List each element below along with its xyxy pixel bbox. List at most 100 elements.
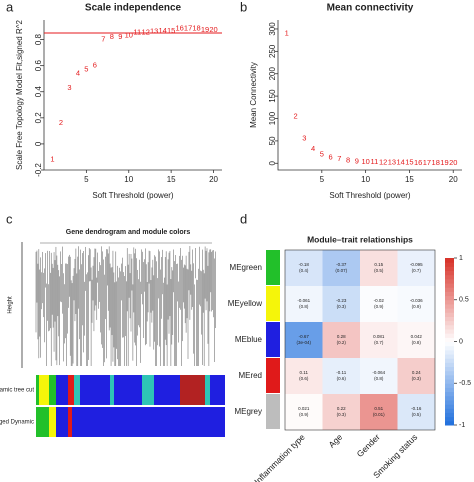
colorbar-step [445, 408, 454, 413]
chart-title: Gene dendrogram and module colors [66, 229, 191, 236]
y-tick-label: 200 [268, 67, 277, 81]
cell-value: -0.67 [299, 334, 310, 339]
cell-pvalue: (0.7) [412, 268, 422, 273]
x-tick-label: 15 [167, 175, 176, 184]
cell-pvalue: (0.6) [299, 376, 309, 381]
cell-pvalue: (0.8) [374, 376, 384, 381]
y-tick-label: 300 [268, 22, 277, 36]
heatmap-cell [322, 394, 360, 430]
colorbar-step [445, 274, 454, 280]
point-label: 16 [414, 158, 422, 167]
point-label: 2 [293, 111, 297, 120]
colorbar-label: -0.5 [459, 380, 471, 387]
heatmap-cell [397, 250, 435, 286]
heatmap-cell [285, 322, 323, 358]
cell-pvalue: (0.5) [374, 268, 384, 273]
y-tick-label: 100 [268, 111, 277, 125]
cell-pvalue: (0.8) [412, 340, 422, 345]
point-label: 20 [449, 158, 457, 167]
cell-value: 0.021 [298, 406, 310, 411]
cell-value: 0.081 [373, 334, 385, 339]
chart-title: Module–trait relationships [307, 234, 413, 244]
colorbar-step [445, 295, 454, 301]
colorbar-step [445, 283, 454, 288]
point-label: 1 [50, 155, 54, 164]
point-label: 10 [361, 157, 369, 166]
point-label: 10 [125, 31, 133, 40]
cell-value: -0.036 [410, 298, 423, 303]
colorbar-step [445, 349, 454, 355]
track-label: Dynamic tree cut [0, 388, 34, 394]
cell-value: -0.37 [336, 262, 347, 267]
colorbar-step [445, 324, 454, 330]
module-color [39, 375, 49, 405]
colorbar-step [445, 399, 454, 405]
cell-value: 0.15 [374, 262, 383, 267]
colorbar-step [445, 395, 454, 401]
point-label: 12 [379, 157, 387, 166]
colorbar-label: 1 [459, 255, 463, 262]
heatmap-frame [284, 249, 436, 431]
heatmap-cell [360, 250, 398, 286]
colorbar-step [445, 320, 454, 326]
module-color [210, 375, 225, 405]
module-swatch [266, 358, 280, 393]
panel-letter: c [6, 211, 13, 226]
colorbar-step [445, 404, 454, 409]
cell-pvalue: (0.9) [299, 412, 309, 417]
module-swatch [266, 286, 280, 321]
colorbar-label: 0.5 [459, 297, 469, 304]
y-axis-label: Mean Connectivity [249, 62, 258, 128]
heatmap-cell [360, 358, 398, 394]
point-label: 20 [209, 25, 217, 34]
y-tick-label: 0.8 [34, 33, 43, 45]
point-label: 13 [388, 157, 396, 166]
module-swatch [266, 322, 280, 357]
colorbar-step [445, 379, 454, 384]
colorbar-step [445, 337, 454, 342]
cell-pvalue: (0.7) [374, 340, 384, 345]
colorbar-step [445, 316, 454, 322]
colorbar-step [445, 291, 454, 297]
colorbar-step [445, 258, 454, 263]
column-label: Age [326, 432, 344, 450]
cell-pvalue: (0.07) [335, 268, 347, 273]
heatmap-cell [360, 394, 398, 430]
cell-value: -0.061 [297, 298, 310, 303]
y-tick-label: -0.2 [34, 163, 43, 177]
module-color [154, 375, 180, 405]
x-axis-label: Soft Threshold (power) [329, 191, 411, 200]
y-tick-label: 0 [268, 161, 277, 166]
cell-value: 0.51 [374, 406, 383, 411]
x-tick-label: 10 [361, 175, 370, 184]
cell-pvalue: (0.3) [412, 376, 422, 381]
cell-pvalue: (0.4) [299, 268, 309, 273]
point-label: 1 [285, 28, 289, 37]
heatmap-cell [285, 250, 323, 286]
point-label: 11 [133, 27, 141, 36]
colorbar-step [445, 308, 454, 313]
colorbar-step [445, 420, 454, 426]
cell-value: 0.11 [300, 370, 309, 375]
colorbar-step [445, 278, 454, 284]
point-label: 15 [167, 26, 175, 35]
colorbar-step [445, 312, 454, 317]
colorbar-step [445, 370, 454, 376]
colorbar-step [445, 287, 454, 292]
heatmap-cell [322, 250, 360, 286]
panel-letter: d [240, 211, 247, 226]
colorbar-step [445, 362, 454, 368]
axis-line [277, 20, 462, 171]
heatmap-cell [360, 286, 398, 322]
colorbar-step [445, 333, 454, 338]
colorbar-step [445, 299, 454, 305]
point-label: 18 [432, 158, 440, 167]
merged-color [68, 407, 72, 437]
colorbar-step [445, 416, 454, 422]
point-label: 14 [158, 26, 166, 35]
cell-pvalue: (0.2) [337, 340, 347, 345]
y-tick-label: 50 [268, 136, 277, 145]
module-color [110, 375, 114, 405]
point-label: 7 [337, 154, 341, 163]
track-label: Merged Dynamic [0, 420, 34, 426]
